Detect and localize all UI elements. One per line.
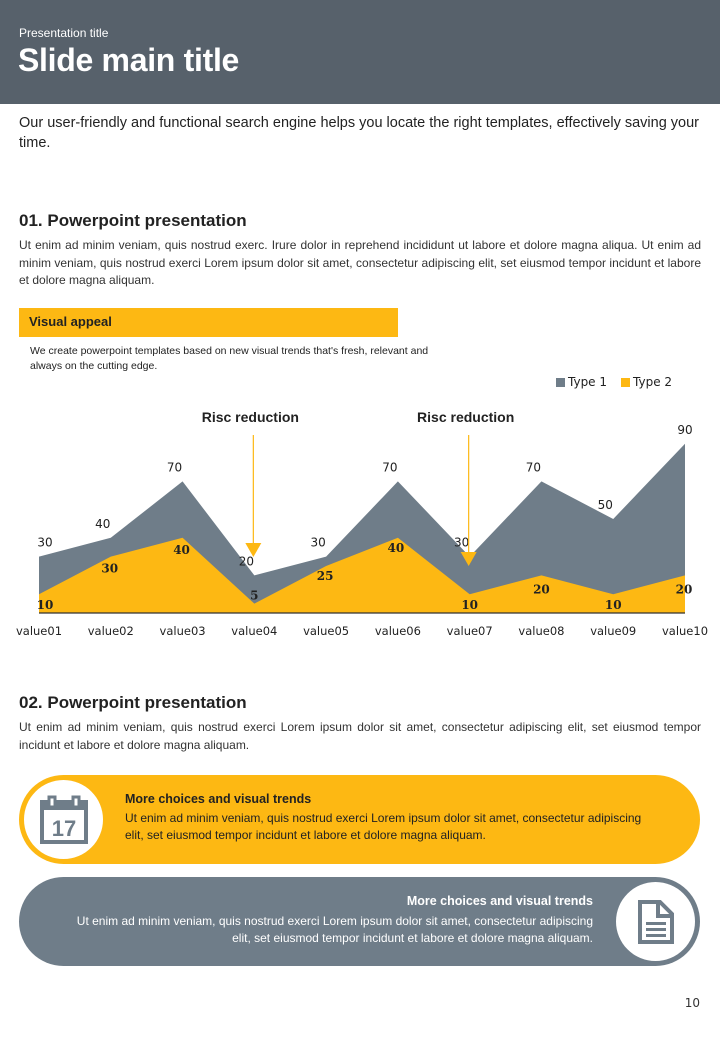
x-tick-label: value01 <box>16 624 62 638</box>
card2-text: Ut enim ad minim veniam, quis nostrud ex… <box>76 914 593 945</box>
x-tick-label: value02 <box>88 624 134 638</box>
section2-title: 02. Powerpoint presentation <box>19 693 247 712</box>
data-label-type2: 10 <box>37 598 54 612</box>
data-label-type1: 50 <box>598 498 613 512</box>
x-tick-label: value08 <box>518 624 564 638</box>
slide-header: Presentation title Slide main title <box>0 0 720 104</box>
presentation-title: Presentation title <box>19 26 109 40</box>
slide-main-title: Slide main title <box>18 42 240 78</box>
feature-card-document: More choices and visual trends Ut enim a… <box>19 877 700 966</box>
page-number: 10 <box>684 996 700 1010</box>
intro-text: Our user-friendly and functional search … <box>19 115 699 151</box>
data-label-type1: 70 <box>167 460 182 474</box>
x-tick-label: value04 <box>231 624 277 638</box>
data-label-type1: 40 <box>95 517 110 531</box>
document-icon <box>637 899 674 944</box>
x-tick-label: value05 <box>303 624 349 638</box>
area-series-2 <box>39 537 685 613</box>
document-icon-circle <box>616 882 695 961</box>
data-label-type2: 10 <box>605 598 622 612</box>
card2-title: More choices and visual trends <box>406 894 593 908</box>
visual-appeal-banner: Visual appeal <box>19 308 398 337</box>
area-chart: 30 40 70 20 30 70 30 70 50 90 10 30 40 5 25 40 10 20 10 20 v… <box>16 409 708 638</box>
data-label-type1: 30 <box>310 536 325 550</box>
legend-item-type1: Type 1 <box>556 375 607 389</box>
data-label-type1: 70 <box>382 460 397 474</box>
legend-item-type2: Type 2 <box>621 375 672 389</box>
legend-label-type1: Type 1 <box>568 375 608 389</box>
legend-swatch-type1 <box>556 377 565 387</box>
chart-legend: Type 1 Type 2 <box>556 375 672 389</box>
visual-appeal-description: We create powerpoint templates based on … <box>30 345 429 372</box>
calendar-icon-day: 17 <box>51 816 75 841</box>
x-tick-label: value07 <box>447 624 493 638</box>
data-label-type2: 30 <box>101 562 118 576</box>
section1-title: 01. Powerpoint presentation <box>19 211 247 230</box>
annotation-arrow-head <box>245 543 262 557</box>
calendar-icon: 17 <box>39 795 88 844</box>
x-tick-label: value03 <box>160 624 206 638</box>
data-label-type2: 20 <box>676 582 693 596</box>
section1-body: Ut enim ad minim veniam, quis nostrud ex… <box>19 238 701 287</box>
x-tick-label: value09 <box>590 624 636 638</box>
data-label-type2: 40 <box>173 543 190 557</box>
annotation-arrow-head <box>460 552 477 566</box>
card1-text: Ut enim ad minim veniam, quis nostrud ex… <box>125 811 642 842</box>
data-label-type2: 5 <box>250 589 258 603</box>
data-label-type1: 30 <box>37 536 52 550</box>
data-label-type1: 20 <box>239 554 254 568</box>
data-label-type1: 70 <box>526 460 541 474</box>
annotation-label: Risc reduction <box>202 409 299 425</box>
data-label-type2: 40 <box>388 541 405 555</box>
x-tick-label: value06 <box>375 624 421 638</box>
calendar-icon-circle: 17 <box>24 780 103 859</box>
card1-title: More choices and visual trends <box>125 792 312 806</box>
legend-label-type2: Type 2 <box>633 375 673 389</box>
data-label-type1: 30 <box>454 536 469 550</box>
visual-appeal-label: Visual appeal <box>29 314 112 329</box>
data-label-type2: 25 <box>317 569 334 583</box>
section2-body: Ut enim ad minim veniam, quis nostrud ex… <box>19 720 701 752</box>
feature-card-calendar: 17 More choices and visual trends Ut eni… <box>19 775 700 864</box>
data-label-type1: 90 <box>677 423 692 437</box>
x-tick-label: value10 <box>662 624 708 638</box>
annotation-label: Risc reduction <box>417 409 514 425</box>
data-label-type2: 10 <box>461 598 478 612</box>
legend-swatch-type2 <box>621 377 631 387</box>
data-label-type2: 20 <box>533 582 550 596</box>
